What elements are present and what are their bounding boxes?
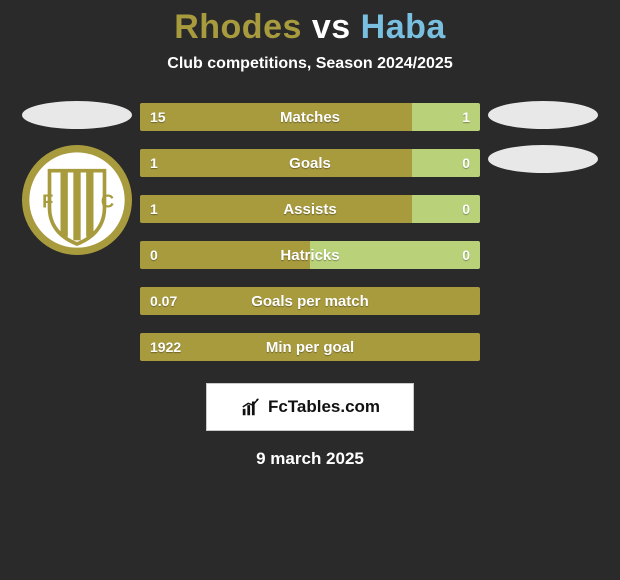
player-left-photo-placeholder [22, 101, 132, 129]
club-crest-left: F C [22, 145, 132, 255]
stat-segment-right [412, 149, 480, 177]
fctables-logo-icon [240, 396, 262, 418]
source-text: FcTables.com [268, 397, 380, 417]
stat-segment-left [140, 241, 310, 269]
stat-segment-left [140, 149, 412, 177]
stat-bar: Min per goal1922 [140, 333, 480, 361]
svg-text:F: F [42, 190, 53, 211]
stat-bars: Matches151 Goals10 Assists10 Hatricks00 Goal… [140, 103, 480, 361]
stat-bar: Goals10 [140, 149, 480, 177]
stat-segment-right [412, 103, 480, 131]
crest-icon: F C [22, 145, 132, 255]
stat-segment-right [310, 241, 480, 269]
stat-bar: Matches151 [140, 103, 480, 131]
page-title: Rhodes vs Haba [0, 8, 620, 47]
source-badge: FcTables.com [206, 383, 414, 431]
comparison-infographic: Rhodes vs Haba Club competitions, Season… [0, 0, 620, 469]
title-vs: vs [312, 8, 351, 46]
subtitle: Club competitions, Season 2024/2025 [0, 55, 620, 73]
stat-segment-left [140, 333, 480, 361]
svg-text:C: C [101, 190, 114, 211]
title-player-left: Rhodes [174, 8, 302, 46]
title-player-right: Haba [361, 8, 446, 46]
stat-segment-left [140, 287, 480, 315]
club-crest-right-placeholder [488, 145, 598, 173]
player-right-photo-placeholder [488, 101, 598, 129]
stat-bar: Assists10 [140, 195, 480, 223]
main-row: F C Matches151 Goals10 Assists10 Hatricks00… [0, 101, 620, 361]
stat-segment-right [412, 195, 480, 223]
right-side-column [488, 101, 598, 173]
stat-segment-left [140, 103, 412, 131]
left-side-column: F C [22, 101, 132, 255]
stat-segment-left [140, 195, 412, 223]
date: 9 march 2025 [0, 449, 620, 469]
stat-bar: Goals per match0.07 [140, 287, 480, 315]
stat-bar: Hatricks00 [140, 241, 480, 269]
